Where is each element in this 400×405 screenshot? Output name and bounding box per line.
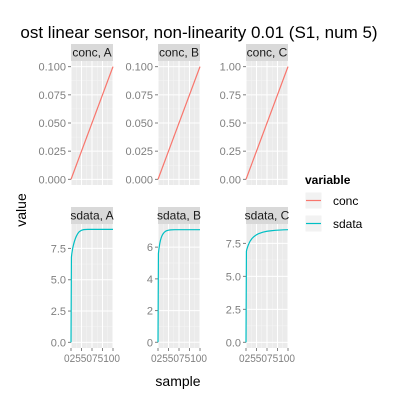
chart-title: ost linear sensor, non-linearity 0.01 (S… — [20, 23, 377, 42]
y-tick-label: 0.0 — [51, 337, 66, 349]
legend-label: conc — [333, 194, 358, 208]
y-tick-label: 0.100 — [125, 62, 153, 74]
y-tick-label: 7.5 — [226, 238, 241, 250]
series-line-sdata — [70, 228, 113, 343]
legend: variable conc sdata — [304, 173, 363, 233]
series-line-sdata — [245, 229, 289, 343]
y-tick-label: 0.100 — [38, 62, 66, 74]
facet-strip — [246, 44, 288, 61]
y-tick-label: 0.050 — [125, 118, 153, 130]
legend-entry: conc — [304, 191, 358, 210]
y-tick-label: 0.00 — [220, 174, 241, 186]
facet-strip — [158, 44, 200, 61]
x-tick-labels: 0255075100 — [64, 353, 120, 365]
y-tick-label: 0.75 — [220, 90, 241, 102]
y-tick-label: 0.0 — [226, 337, 241, 349]
facet-strip-label: sdata, C — [245, 209, 290, 223]
y-tick-label: 0.025 — [125, 146, 153, 158]
facet-panel: conc, B 0.000 0.025 0.050 0.075 0.100 — [125, 44, 201, 186]
legend-title: variable — [305, 173, 351, 187]
facet-strip — [158, 207, 200, 224]
y-tick-label: 0.025 — [38, 146, 66, 158]
legend-entry: sdata — [304, 214, 363, 233]
y-tick-label: 0.075 — [38, 90, 66, 102]
y-tick-label: 0.50 — [220, 118, 241, 130]
series-line-conc — [157, 66, 201, 180]
y-tick-label: 1.00 — [220, 62, 241, 74]
y-tick-label: 5.0 — [226, 271, 241, 283]
facet-strip-label: conc, C — [247, 46, 288, 60]
y-tick-label: 7.5 — [51, 243, 66, 255]
facet-strip-label: sdata, B — [157, 209, 201, 223]
y-tick-label: 6 — [147, 242, 153, 254]
y-axis-title: value — [13, 193, 29, 227]
series-line-conc — [70, 66, 114, 180]
facet-panel: sdata, A 0.0 2.5 5.0 7.5 0255075100 — [51, 207, 120, 365]
y-tick-label: 0.25 — [220, 146, 241, 158]
y-tick-label: 2.5 — [226, 304, 241, 316]
y-tick-label: 0.075 — [125, 90, 153, 102]
y-tick-label: 4 — [147, 274, 153, 286]
y-tick-label: 0.050 — [38, 118, 66, 130]
legend-entries: conc sdata — [304, 191, 363, 233]
series-line-conc — [245, 66, 289, 180]
facet-strip — [246, 207, 288, 224]
y-tick-label: 0.000 — [38, 174, 66, 186]
facet-panel: conc, A 0.000 0.025 0.050 0.075 0.100 — [38, 44, 114, 186]
facet-panel: sdata, B 0 2 4 6 0255075100 — [147, 207, 207, 365]
facet-panel: sdata, C 0.0 2.5 5.0 7.5 0255075100 — [226, 207, 295, 365]
facet-strip-label: conc, A — [72, 46, 111, 60]
legend-label: sdata — [333, 217, 363, 231]
facet-strip-label: sdata, A — [70, 209, 113, 223]
y-tick-label: 2.5 — [51, 306, 66, 318]
series-line-sdata — [157, 229, 200, 343]
facet-strip — [71, 207, 113, 224]
y-tick-label: 2 — [147, 306, 153, 318]
y-tick-label: 0 — [147, 337, 153, 349]
facet-strip-label: conc, B — [159, 46, 199, 60]
y-tick-label: 0.000 — [125, 174, 153, 186]
y-tick-label: 5.0 — [51, 275, 66, 287]
facet-panel: conc, C 0.00 0.25 0.50 0.75 1.00 — [220, 44, 289, 186]
x-tick-labels: 0255075100 — [239, 353, 295, 365]
x-axis-title: sample — [155, 373, 200, 389]
facet-strip — [71, 44, 113, 61]
x-tick-labels: 0255075100 — [151, 353, 207, 365]
